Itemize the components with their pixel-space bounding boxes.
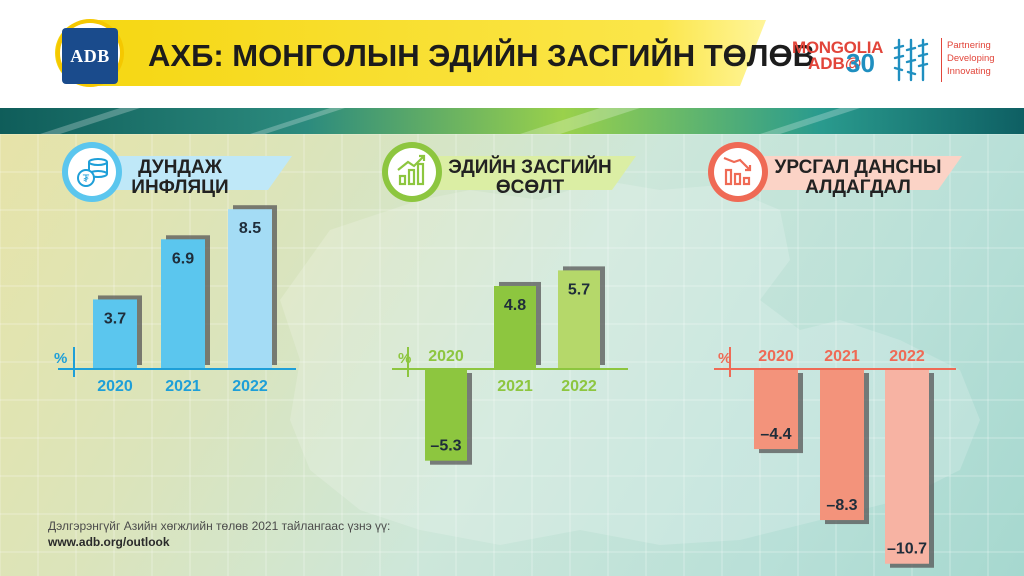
brand-number: 30 [846, 48, 875, 78]
growth-bar-2022 [558, 270, 600, 369]
tagline-developing: Developing [947, 53, 995, 64]
growth-title: ЭДИЙН ЗАСГИЙН ӨСӨЛТ [448, 157, 612, 198]
inflation-tick-label: 2021 [165, 378, 201, 395]
account-title: УРСГАЛ ДАНСНЫ АЛДАГДАЛ [774, 157, 942, 198]
decorative-stripe [0, 108, 1024, 134]
inflation-tick-label: 2020 [97, 378, 133, 395]
brand-mongolia: MONGOLIA [792, 38, 884, 57]
tagline-innovating: Innovating [947, 66, 991, 77]
outlook-link[interactable]: www.adb.org/outlook [48, 535, 170, 549]
growth-value-label: –5.3 [430, 438, 461, 455]
growth-chart-icon [397, 154, 426, 186]
account-value-label: –8.3 [826, 497, 857, 514]
growth-value-label: 4.8 [504, 297, 526, 314]
account-tick-label: 2020 [758, 348, 794, 365]
account-header [708, 142, 962, 202]
declining-chart-icon [723, 156, 752, 186]
inflation-value-label: 8.5 [239, 220, 261, 237]
page-title: АХБ: МОНГОЛЫН ЭДИЙН ЗАСГИЙН ТӨЛӨВ [148, 38, 815, 73]
growth-tick-label: 2021 [497, 378, 533, 395]
inflation-title: ДУНДАЖ ИНФЛЯЦИ [131, 157, 229, 198]
growth-bar-2020 [425, 369, 467, 461]
growth-bar-2021 [494, 285, 536, 369]
growth-tick-label: 2022 [561, 378, 597, 395]
account-value-label: –10.7 [887, 541, 927, 558]
inflation-header: ₮ [62, 142, 292, 202]
account-bar-2022 [885, 369, 929, 564]
footnote: Дэлгэрэнгүйг Азийн хөгжлийн төлөв 2021 т… [48, 519, 391, 533]
inflation-value-label: 6.9 [172, 250, 194, 267]
growth-tick-label: 2020 [428, 348, 464, 365]
inflation-unit-label: % [54, 350, 67, 367]
inflation-bar-2022 [228, 209, 272, 369]
brand-adb-at: ADB@ [808, 54, 862, 73]
inflation-bar-2020 [93, 299, 137, 369]
inflation-tick-label: 2022 [232, 378, 268, 395]
tagline-partnering: Partnering [947, 40, 991, 51]
coins-icon: ₮ [77, 158, 108, 187]
growth-value-label: 5.7 [568, 281, 590, 298]
mongolian-script-icon [893, 38, 929, 82]
account-value-label: –4.4 [760, 426, 791, 443]
account-bar-2021 [820, 369, 864, 521]
account-tick-label: 2021 [824, 348, 860, 365]
growth-unit-label: % [398, 350, 411, 367]
inflation-value-label: 3.7 [104, 310, 126, 327]
inflation-bar-2021 [161, 239, 205, 369]
account-unit-label: % [718, 350, 731, 367]
svg-text:₮: ₮ [83, 173, 90, 185]
growth-header [382, 142, 636, 202]
brand-divider [941, 38, 942, 82]
adb-logo: ADB [62, 28, 118, 84]
account-tick-label: 2022 [889, 348, 925, 365]
account-bar-2020 [754, 369, 798, 450]
